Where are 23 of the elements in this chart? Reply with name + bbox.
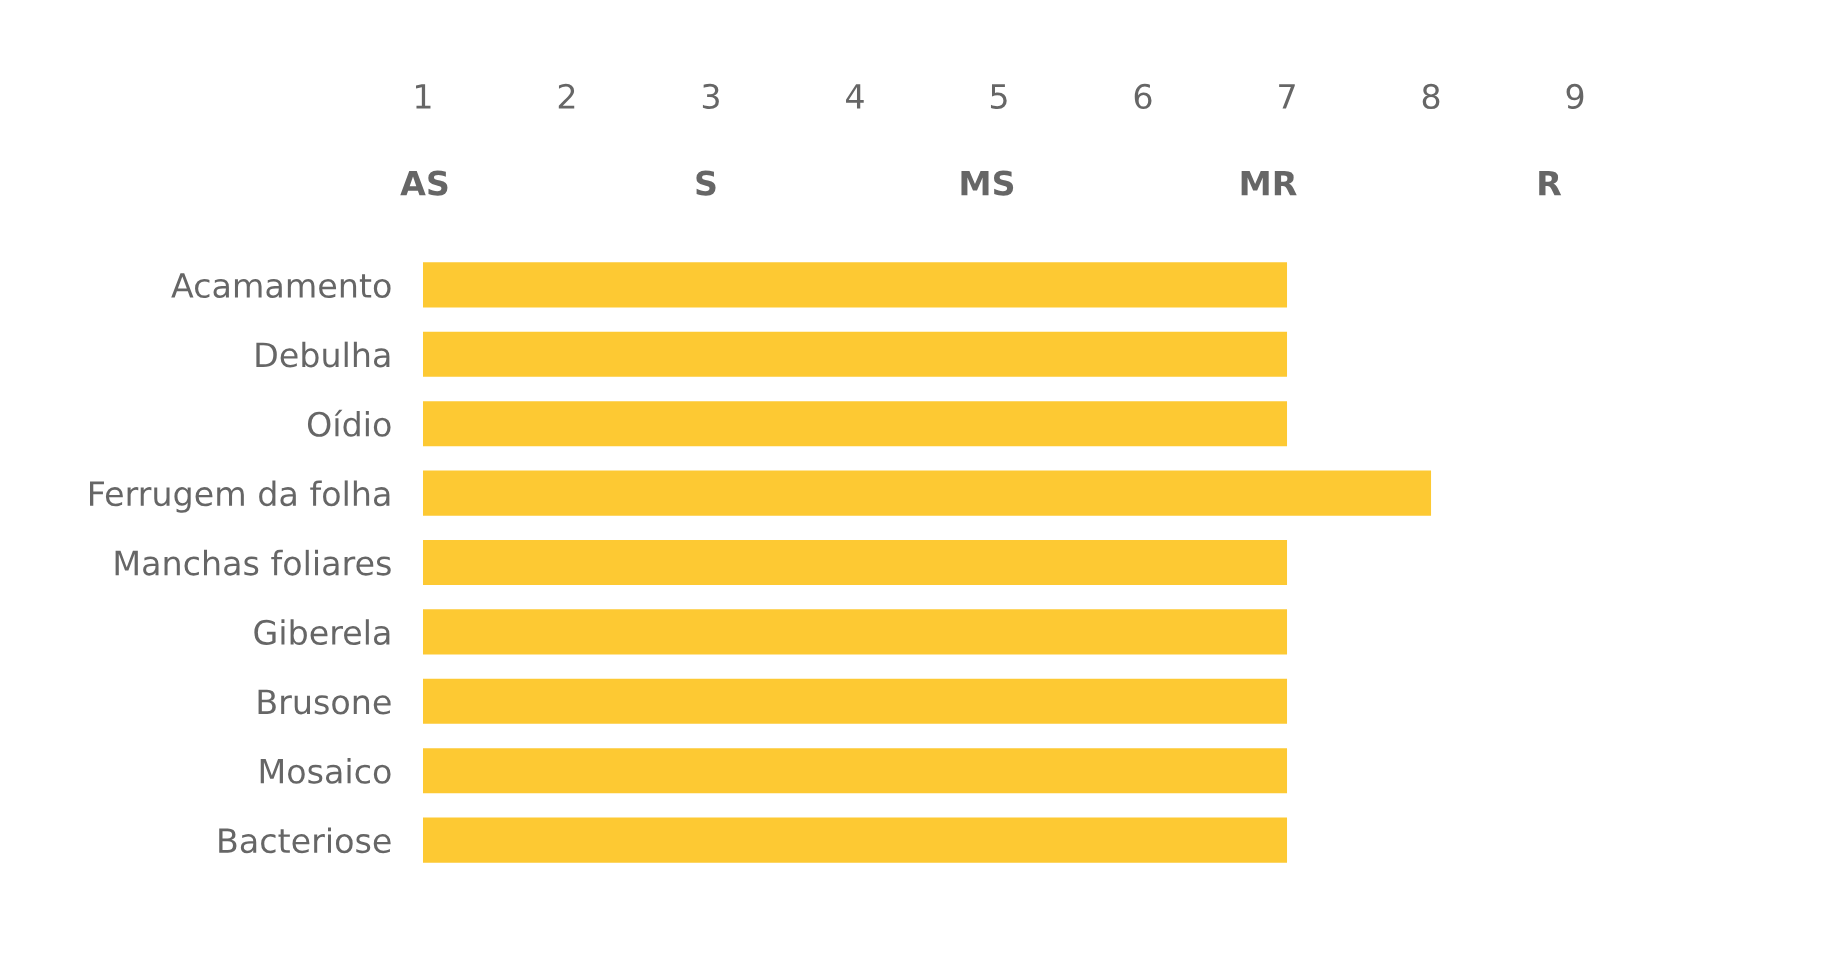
y-tick-label: Ferrugem da folha [90, 480, 390, 513]
x-tick-label: 5 [990, 84, 1007, 110]
x-tick-label: 2 [558, 83, 575, 109]
x-tick-label: 9 [1566, 83, 1584, 110]
x-tick-label: 7 [1279, 84, 1295, 109]
text: MS [961, 170, 1014, 196]
text: S [696, 170, 716, 196]
text: AS [400, 170, 448, 196]
y-tick-label: Acamamento [171, 273, 391, 299]
x-tick-label: 1 [416, 84, 431, 109]
y-tick-label: Debulha [256, 341, 390, 368]
y-tick-label: Manchas foliares [115, 549, 391, 576]
text: MR [1241, 170, 1297, 196]
x-tick-label: 4 [846, 84, 864, 109]
x-tick-label: 8 [1422, 83, 1440, 110]
y-tick-label: Mosaico [260, 758, 391, 784]
y-tick-label: Oídio [307, 409, 391, 437]
x-tick-label: 6 [1134, 83, 1152, 110]
y-tick-label: Bacteriose [219, 827, 391, 854]
y-tick-label: Giberela [254, 619, 390, 646]
y-tick-label: Brusone [258, 689, 391, 715]
x-tick-label: 3 [702, 83, 719, 110]
text: R [1539, 170, 1562, 196]
